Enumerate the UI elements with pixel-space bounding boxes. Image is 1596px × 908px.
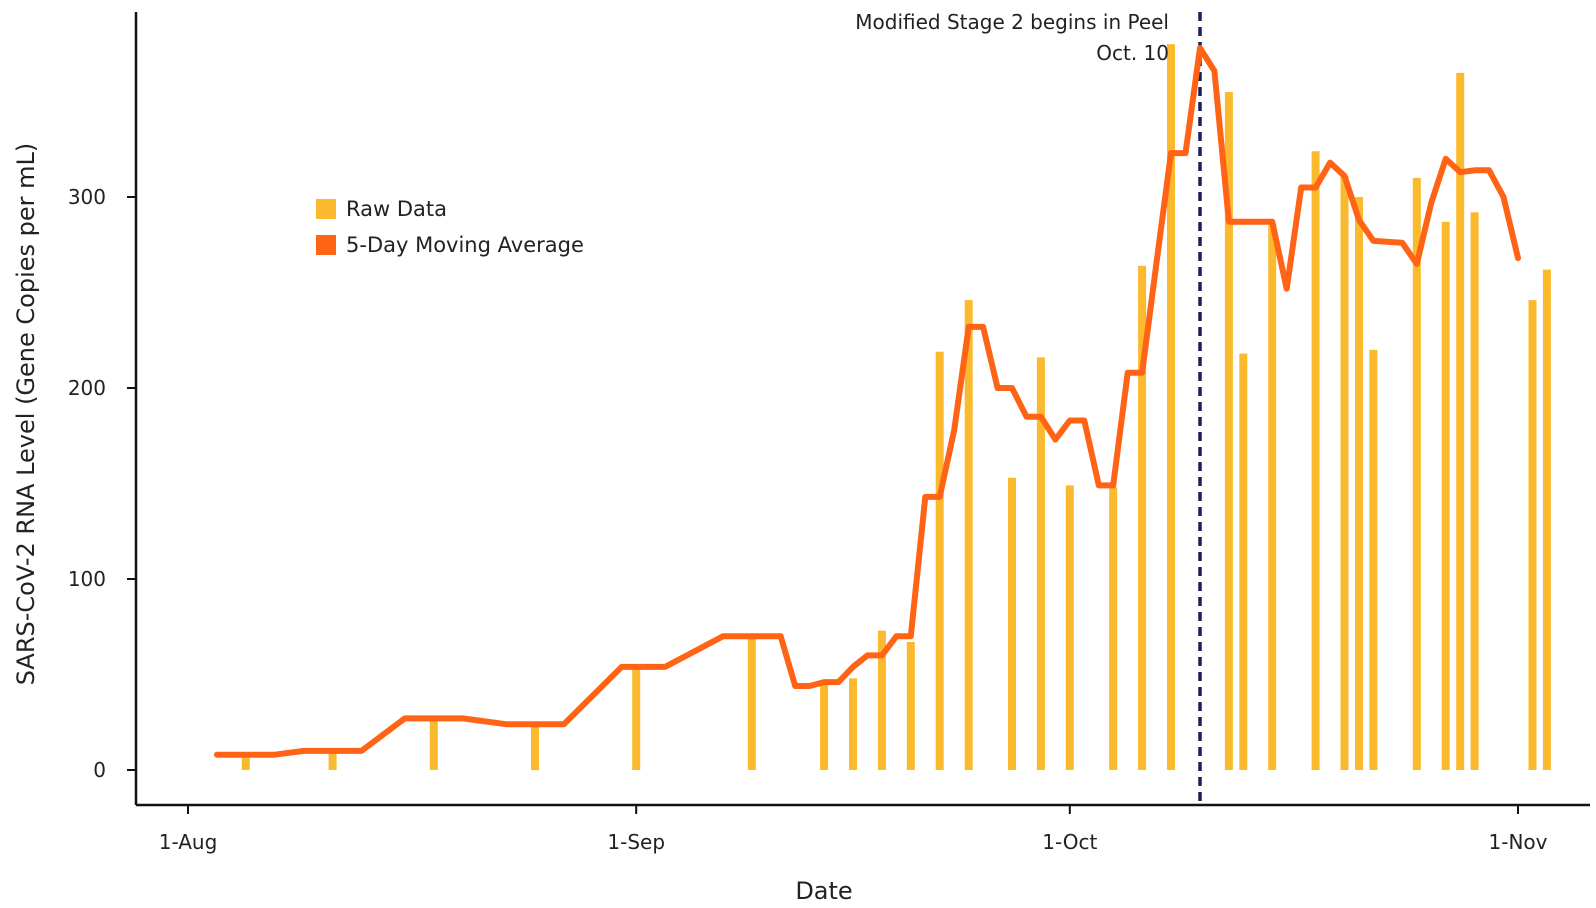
y-tick-label: 0 bbox=[93, 758, 106, 782]
tick-labels: 0 100 200 300 1-Aug 1-Sep 1-Oct 1-Nov bbox=[68, 185, 1548, 854]
raw-data-bar bbox=[1412, 177, 1421, 770]
raw-data-bar bbox=[1036, 357, 1045, 770]
raw-data-bar bbox=[1340, 176, 1349, 770]
raw-data-bar bbox=[1065, 485, 1074, 770]
raw-data-bar bbox=[906, 642, 915, 770]
raw-data-bar bbox=[964, 300, 973, 770]
raw-data-bar bbox=[328, 750, 337, 770]
raw-data-bar bbox=[1268, 223, 1277, 770]
raw-data-bar bbox=[877, 630, 886, 770]
raw-data-bar bbox=[1109, 487, 1118, 770]
raw-data-bar bbox=[1369, 349, 1378, 770]
x-tick-label: 1-Oct bbox=[1042, 830, 1097, 854]
raw-data-bar bbox=[1528, 300, 1537, 770]
raw-data-bar bbox=[935, 351, 944, 770]
raw-data-bar bbox=[1239, 353, 1248, 770]
legend-swatch-raw-data bbox=[316, 199, 336, 219]
y-tick-label: 300 bbox=[68, 185, 106, 209]
raw-data-bar bbox=[1311, 151, 1320, 770]
axes bbox=[127, 12, 1590, 814]
x-tick-label: 1-Aug bbox=[159, 830, 218, 854]
raw-data-bar bbox=[1456, 72, 1465, 770]
raw-data-bar bbox=[1542, 269, 1551, 770]
raw-data-bar bbox=[1008, 477, 1016, 770]
annotation-text-line-1: Modified Stage 2 begins in Peel bbox=[855, 10, 1169, 34]
raw-data-bar bbox=[1441, 221, 1450, 771]
y-tick-label: 100 bbox=[68, 567, 106, 591]
raw-data-bar bbox=[820, 684, 829, 770]
raw-data-bar bbox=[241, 754, 250, 770]
annotation-text-line-2: Oct. 10 bbox=[1096, 41, 1169, 65]
moving-average-layer bbox=[213, 45, 1521, 758]
raw-data-bar bbox=[429, 718, 438, 770]
x-tick-label: 1-Nov bbox=[1489, 830, 1548, 854]
raw-data-bars bbox=[241, 44, 1551, 771]
x-tick-label: 1-Sep bbox=[607, 830, 665, 854]
raw-data-bar bbox=[1167, 44, 1175, 770]
moving-average-line bbox=[213, 45, 1521, 758]
legend-label-moving-average: 5-Day Moving Average bbox=[346, 233, 584, 257]
raw-data-bar bbox=[1355, 197, 1363, 770]
raw-data-bar bbox=[849, 678, 857, 770]
y-tick-label: 200 bbox=[68, 376, 106, 400]
raw-data-bar bbox=[747, 636, 756, 770]
raw-data-bar bbox=[1470, 212, 1479, 771]
raw-data-bar bbox=[531, 722, 539, 771]
raw-data-bar bbox=[1138, 265, 1147, 770]
raw-data-bar bbox=[632, 666, 641, 770]
legend-label-raw-data: Raw Data bbox=[346, 197, 447, 221]
legend: Raw Data 5-Day Moving Average bbox=[316, 197, 584, 257]
legend-swatch-moving-average bbox=[316, 235, 336, 255]
x-axis-title: Date bbox=[795, 877, 852, 905]
y-axis-title: SARS-CoV-2 RNA Level (Gene Copies per mL… bbox=[12, 143, 40, 686]
raw-data-bar bbox=[1224, 92, 1233, 770]
